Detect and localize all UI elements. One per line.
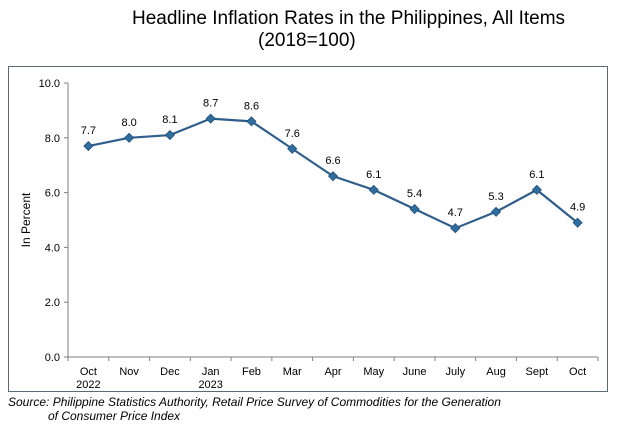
x-tick-label: Oct [569, 366, 586, 378]
data-point [205, 113, 216, 124]
data-point [164, 129, 175, 141]
data-label: 8.1 [162, 114, 177, 126]
data-label: 4.9 [570, 202, 585, 214]
x-tick-label: Aug [486, 366, 506, 378]
data-point [124, 132, 135, 143]
y-tick-label: 8.0 [45, 133, 60, 145]
data-label: 5.4 [407, 188, 422, 200]
data-point [409, 203, 420, 215]
x-tick-label: Nov [119, 366, 139, 378]
x-tick-label: 2023 [198, 379, 222, 391]
data-label: 8.7 [203, 98, 218, 110]
chart-title-line1: Headline Inflation Rates in the Philippi… [132, 8, 566, 29]
y-axis-label: In Percent [19, 192, 33, 247]
source-line2: of Consumer Price Index [48, 409, 181, 423]
data-label: 7.7 [81, 125, 96, 137]
x-tick-label: Jan [202, 366, 220, 378]
data-point [450, 223, 461, 234]
chart-frame [8, 66, 608, 392]
x-tick-label: Mar [283, 366, 302, 378]
data-point [491, 206, 502, 217]
data-label: 5.3 [488, 191, 503, 203]
data-point [572, 217, 583, 228]
data-label: 6.6 [325, 155, 340, 167]
data-point [83, 140, 94, 152]
x-tick-label: Feb [242, 366, 261, 378]
y-tick-label: 6.0 [45, 188, 60, 200]
data-label: 7.6 [285, 128, 300, 140]
data-label: 8.0 [122, 117, 137, 129]
x-tick-label: July [446, 366, 466, 378]
y-tick-label: 10.0 [39, 78, 60, 90]
x-tick-label: Oct [80, 366, 97, 378]
data-label: 6.1 [529, 169, 544, 181]
data-label: 8.6 [244, 100, 259, 112]
x-tick-label: June [403, 366, 427, 378]
data-point [368, 184, 379, 195]
data-point [246, 116, 257, 127]
data-point [287, 143, 298, 154]
y-tick-label: 2.0 [45, 297, 60, 309]
x-tick-label: 2022 [76, 379, 100, 391]
x-tick-label: Sept [526, 366, 549, 378]
y-tick-label: 0.0 [45, 352, 60, 364]
x-tick-label: Apr [324, 366, 341, 378]
data-point [531, 184, 542, 195]
data-label: 4.7 [448, 207, 463, 219]
x-tick-label: Dec [160, 366, 180, 378]
chart-title-line2: (2018=100) [258, 30, 356, 51]
y-tick-label: 4.0 [45, 242, 60, 254]
source-note: Source: Philippine Statistics Authority,… [8, 395, 501, 423]
x-tick-label: May [363, 366, 384, 378]
data-label: 6.1 [366, 169, 381, 181]
data-point [327, 171, 339, 182]
source-line1: Source: Philippine Statistics Authority,… [8, 395, 501, 409]
